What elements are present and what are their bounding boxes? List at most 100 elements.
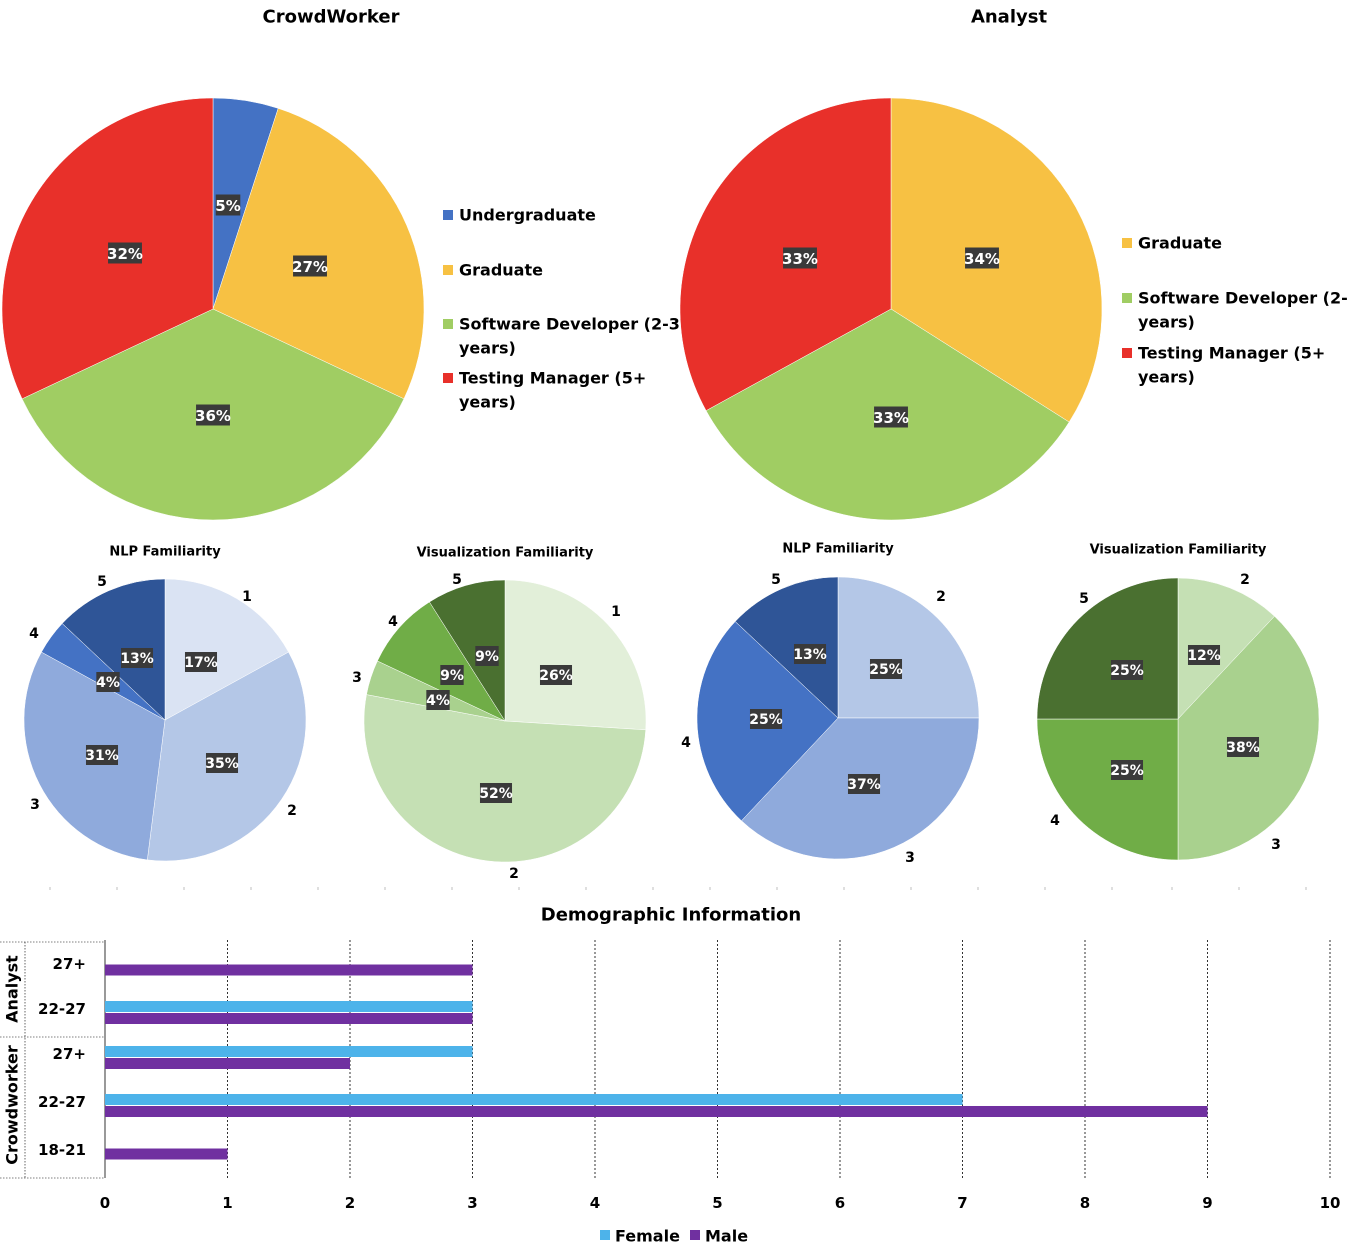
pie-label-2-0-bg bbox=[184, 652, 218, 672]
legend-label-0-0-0: Undergraduate bbox=[459, 206, 596, 225]
bar-female-3 bbox=[105, 1094, 963, 1105]
pie-label-5-2: 25% bbox=[1110, 763, 1144, 779]
pie-label-0-2-bg bbox=[196, 404, 230, 426]
pie-category-2-1: 2 bbox=[287, 803, 297, 819]
x-tick-3: 3 bbox=[467, 1194, 477, 1212]
legend-label-1-2-0: Testing Manager (5+ bbox=[1138, 344, 1325, 363]
x-tick-4: 4 bbox=[590, 1194, 600, 1212]
pie-label-1-0-bg bbox=[965, 247, 999, 269]
x-tick-6: 6 bbox=[835, 1194, 845, 1212]
pie-label-1-2-bg bbox=[783, 247, 817, 269]
bar-female-1 bbox=[105, 1001, 473, 1012]
pie-label-1-2: 33% bbox=[782, 250, 818, 268]
pie-label-3-3-bg bbox=[440, 665, 464, 685]
legend-label-0-1-0: Graduate bbox=[459, 261, 543, 280]
legend-label-0-2-1: years) bbox=[459, 339, 516, 358]
pie-slice-5-0 bbox=[1177, 577, 1275, 720]
pie-label-2-0: 17% bbox=[184, 655, 218, 671]
legend-swatch-0-0 bbox=[443, 210, 453, 220]
x-tick-10: 10 bbox=[1320, 1194, 1341, 1212]
x-tick-0: 0 bbox=[100, 1194, 110, 1212]
y-category-2: 27+ bbox=[53, 1045, 86, 1063]
bar-legend-label-1: Male bbox=[705, 1227, 748, 1246]
pie-label-0-1-bg bbox=[293, 255, 327, 277]
y-category-0: 27+ bbox=[53, 955, 86, 973]
pie-slice-2-0 bbox=[164, 578, 289, 721]
pie-slice-4-0 bbox=[837, 576, 980, 719]
pie-slice-3-1 bbox=[363, 694, 646, 863]
pie-label-5-1: 38% bbox=[1226, 740, 1260, 756]
pie-slice-5-2 bbox=[1036, 718, 1179, 861]
pie-label-4-2-bg bbox=[749, 709, 783, 729]
pie-slice-4-3 bbox=[734, 576, 839, 719]
pie-label-1-1-bg bbox=[874, 406, 908, 428]
pie-slice-3-4 bbox=[429, 579, 506, 722]
pie-label-5-0: 12% bbox=[1187, 648, 1221, 664]
pie-label-5-2-bg bbox=[1110, 760, 1144, 780]
pie-label-3-1-bg bbox=[479, 783, 513, 803]
bar-chart-title: Demographic Information bbox=[541, 905, 801, 926]
pie-label-2-3: 4% bbox=[96, 675, 120, 691]
bar-legend-swatch-0 bbox=[600, 1230, 610, 1240]
pie-category-2-2: 3 bbox=[30, 797, 40, 813]
pie-slice-3-3 bbox=[377, 601, 506, 722]
pie-chart-3 bbox=[363, 579, 647, 863]
pie-label-2-4: 13% bbox=[120, 651, 154, 667]
pie-category-2-3: 4 bbox=[29, 626, 39, 642]
pie-label-3-2: 4% bbox=[426, 693, 450, 709]
pie-label-1-0: 34% bbox=[964, 250, 1000, 268]
pie-label-0-3-bg bbox=[108, 242, 142, 264]
pie-category-5-1: 3 bbox=[1271, 837, 1281, 853]
pie-category-2-0: 1 bbox=[242, 589, 252, 605]
pie-label-3-4: 9% bbox=[475, 649, 499, 665]
pie-label-5-3-bg bbox=[1110, 660, 1144, 680]
pie-slice-0-3 bbox=[1, 97, 214, 400]
pie-category-4-1: 3 bbox=[905, 850, 915, 866]
pie-slice-2-4 bbox=[61, 578, 166, 721]
pie-category-5-3: 5 bbox=[1079, 591, 1089, 607]
legend-label-1-2-1: years) bbox=[1138, 368, 1195, 387]
legend-label-1-1-0: Software Developer (2-3 bbox=[1138, 289, 1348, 308]
pie-label-5-0-bg bbox=[1187, 645, 1221, 665]
bar-legend-swatch-1 bbox=[690, 1230, 700, 1240]
pie-category-4-3: 5 bbox=[771, 572, 781, 588]
legend-label-1-1-1: years) bbox=[1138, 313, 1195, 332]
bar-legend-label-0: Female bbox=[615, 1227, 680, 1246]
bar-male-4 bbox=[105, 1148, 228, 1160]
pie-label-0-3: 32% bbox=[107, 245, 143, 263]
pie-category-3-3: 4 bbox=[388, 614, 398, 630]
pie-title-4: NLP Familiarity bbox=[782, 542, 894, 557]
pie-slice-0-1 bbox=[212, 108, 425, 400]
pie-category-4-2: 4 bbox=[681, 735, 691, 751]
x-tick-8: 8 bbox=[1080, 1194, 1090, 1212]
pie-label-2-2-bg bbox=[85, 745, 119, 765]
pie-label-4-3-bg bbox=[793, 644, 827, 664]
legend-swatch-1-0 bbox=[1122, 238, 1132, 248]
group-label-0: Analyst bbox=[3, 955, 22, 1023]
pie-chart-0 bbox=[1, 97, 425, 521]
pie-category-3-4: 5 bbox=[452, 572, 462, 588]
pie-label-4-1: 37% bbox=[847, 777, 881, 793]
pie-chart-2 bbox=[23, 578, 307, 862]
pie-label-0-0-bg bbox=[215, 194, 241, 216]
legend-swatch-0-3 bbox=[443, 373, 453, 383]
pie-label-5-1-bg bbox=[1226, 737, 1260, 757]
legend-label-0-3-1: years) bbox=[459, 393, 516, 412]
bar-male-0 bbox=[105, 964, 473, 976]
pie-label-2-4-bg bbox=[120, 648, 154, 668]
legend-swatch-0-1 bbox=[443, 265, 453, 275]
legend-swatch-1-2 bbox=[1122, 348, 1132, 358]
bar-male-3 bbox=[105, 1106, 1208, 1117]
pie-label-4-0: 25% bbox=[869, 662, 903, 678]
pie-category-2-4: 5 bbox=[97, 574, 107, 590]
legend-label-0-2-0: Software Developer (2-3 bbox=[459, 315, 680, 334]
bar-female-2 bbox=[105, 1046, 473, 1057]
legend-label-0-3-0: Testing Manager (5+ bbox=[459, 369, 646, 388]
pie-slice-5-3 bbox=[1036, 577, 1179, 720]
pie-label-3-0-bg bbox=[539, 665, 573, 685]
y-category-3: 22-27 bbox=[38, 1093, 86, 1111]
legend-label-1-0-0: Graduate bbox=[1138, 234, 1222, 253]
pie-category-5-0: 2 bbox=[1240, 572, 1250, 588]
x-tick-7: 7 bbox=[957, 1194, 967, 1212]
